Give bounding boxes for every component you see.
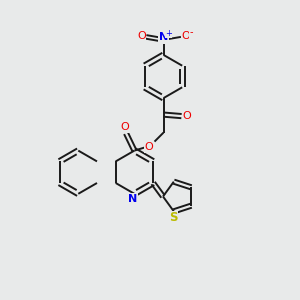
Text: N: N	[159, 32, 168, 43]
Text: O: O	[182, 111, 191, 121]
Text: O: O	[144, 142, 153, 152]
Text: O: O	[120, 122, 129, 132]
Text: -: -	[190, 27, 193, 38]
Text: O: O	[137, 31, 146, 41]
Text: S: S	[169, 212, 177, 224]
Text: +: +	[165, 29, 172, 38]
Text: O: O	[181, 31, 190, 41]
Text: N: N	[128, 194, 137, 204]
